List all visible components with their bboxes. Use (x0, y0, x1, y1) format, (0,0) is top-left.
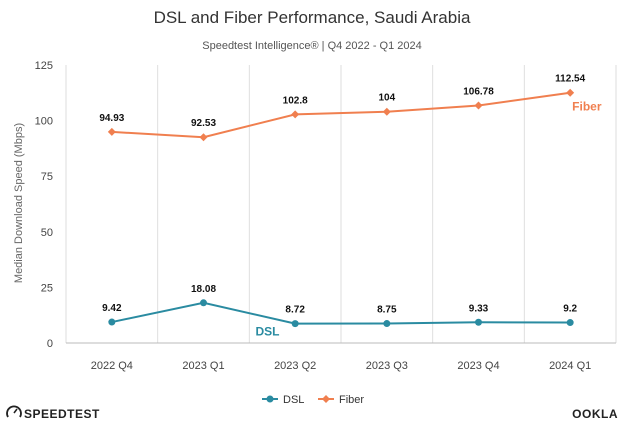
dsl-data-label: 9.33 (469, 303, 489, 314)
fiber-inline-label: Fiber (572, 100, 602, 114)
axes: 0 25 50 75 100 125 2022 Q4 2023 Q1 2023 Q2 2023 Q… (35, 60, 616, 372)
fiber-point (382, 107, 391, 116)
y-tick-label: 50 (41, 227, 53, 239)
fiber-point (474, 101, 483, 110)
speedometer-icon (6, 405, 22, 418)
fiber-data-label: 94.93 (99, 113, 124, 124)
x-tick-label: 2023 Q3 (366, 360, 408, 372)
dsl-data-label: 9.42 (102, 303, 122, 314)
y-axis-label: Median Download Speed (Mbps) (13, 123, 25, 283)
fiber-data-label: 104 (378, 93, 395, 104)
fiber-legend-label: Fiber (339, 394, 364, 406)
fiber-data-label: 106.78 (463, 87, 494, 98)
y-tick-label: 125 (35, 60, 53, 72)
fiber-data-label: 92.53 (191, 118, 216, 129)
chart-title: DSL and Fiber Performance, Saudi Arabia (154, 8, 471, 27)
fiber-data-label: 102.8 (283, 95, 308, 106)
fiber-point (566, 88, 575, 97)
x-tick-label: 2023 Q1 (182, 360, 224, 372)
dsl-data-label: 9.2 (563, 304, 577, 315)
data-labels: 9.42 18.08 8.72 8.75 9.33 9.2 94.93 92.53 102.8 1… (99, 74, 602, 339)
y-tick-label: 0 (47, 338, 53, 350)
dsl-point (383, 320, 391, 328)
fiber-point (107, 127, 116, 136)
speedtest-wordmark: SPEEDTEST (24, 407, 100, 421)
x-tick-label: 2022 Q4 (91, 360, 133, 372)
y-tick-label: 75 (41, 171, 53, 183)
dsl-point (475, 318, 482, 326)
dsl-point (291, 320, 299, 328)
grid-lines (65, 65, 617, 343)
fiber-point (199, 133, 208, 142)
legend: DSL Fiber (262, 394, 364, 406)
ookla-wordmark: OOKLA (572, 407, 618, 421)
dsl-data-label: 8.72 (285, 305, 305, 316)
dsl-point (108, 318, 116, 326)
fiber-legend-marker (322, 395, 330, 403)
ookla-logo: OOKLA (572, 407, 618, 421)
speedtest-logo: SPEEDTEST (6, 405, 100, 421)
dsl-legend-marker (266, 395, 274, 403)
series (107, 88, 575, 328)
y-tick-label: 25 (41, 282, 53, 294)
dsl-data-label: 8.75 (377, 305, 397, 316)
dsl-point (566, 319, 574, 327)
x-tick-label: 2024 Q1 (549, 360, 591, 372)
fiber-data-label: 112.54 (555, 74, 585, 85)
dsl-point (200, 299, 207, 307)
chart-subtitle: Speedtest Intelligence® | Q4 2022 - Q1 2… (202, 40, 422, 52)
x-tick-label: 2023 Q2 (274, 360, 316, 372)
dsl-data-label: 18.08 (191, 284, 216, 295)
dsl-series-line (111, 301, 571, 325)
fiber-point (291, 110, 300, 119)
x-tick-label: 2023 Q4 (457, 360, 499, 372)
fiber-series-line (111, 91, 571, 139)
dsl-legend-label: DSL (283, 394, 304, 406)
dsl-inline-label: DSL (256, 325, 280, 339)
y-tick-label: 100 (35, 116, 53, 128)
